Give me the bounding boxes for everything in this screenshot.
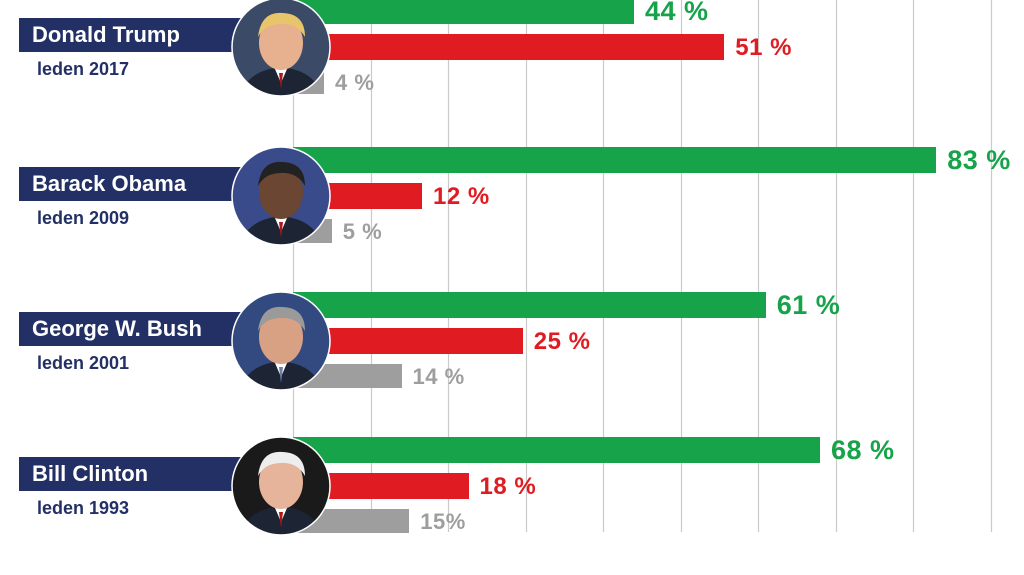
value-label-unfavorable-donald-trump: 51 % <box>735 34 792 61</box>
value-label-no-opinion-donald-trump: 4 % <box>335 70 375 95</box>
value-label-favorable-donald-trump: 44 % <box>645 0 709 26</box>
value-label-unfavorable-barack-obama: 12 % <box>433 183 490 210</box>
value-label-no-opinion-bill-clinton: 15% <box>420 509 466 534</box>
name-label-george-w-bush: George W. Bush <box>19 312 255 346</box>
value-label-no-opinion-george-w-bush: 14 % <box>412 364 465 389</box>
value-label-favorable-bill-clinton: 68 % <box>831 435 895 465</box>
bar-favorable-barack-obama <box>293 147 937 173</box>
value-label-favorable-barack-obama: 83 % <box>947 145 1011 175</box>
bar-favorable-george-w-bush <box>293 292 766 318</box>
portrait-george-w-bush <box>231 291 331 391</box>
bar-unfavorable-barack-obama <box>329 183 422 209</box>
portrait-bill-clinton <box>231 436 331 536</box>
name-label-bill-clinton: Bill Clinton <box>19 457 255 491</box>
value-label-favorable-george-w-bush: 61 % <box>776 290 841 320</box>
date-label-donald-trump: leden 2017 <box>37 59 130 79</box>
bar-favorable-donald-trump <box>293 0 634 24</box>
name-label-donald-trump: Donald Trump <box>19 18 255 52</box>
portrait-barack-obama <box>231 146 331 246</box>
value-label-unfavorable-george-w-bush: 25 % <box>533 328 591 355</box>
value-label-unfavorable-bill-clinton: 18 % <box>479 473 537 500</box>
date-label-george-w-bush: leden 2001 <box>37 353 130 373</box>
name-label-barack-obama: Barack Obama <box>19 167 255 201</box>
value-label-no-opinion-barack-obama: 5 % <box>342 219 383 244</box>
bar-unfavorable-donald-trump <box>329 34 725 60</box>
bar-favorable-bill-clinton <box>293 437 820 463</box>
portrait-donald-trump <box>231 0 331 97</box>
bar-unfavorable-bill-clinton <box>329 473 469 499</box>
bar-unfavorable-george-w-bush <box>329 328 523 354</box>
date-label-bill-clinton: leden 1993 <box>37 498 130 518</box>
date-label-barack-obama: leden 2009 <box>37 208 130 228</box>
